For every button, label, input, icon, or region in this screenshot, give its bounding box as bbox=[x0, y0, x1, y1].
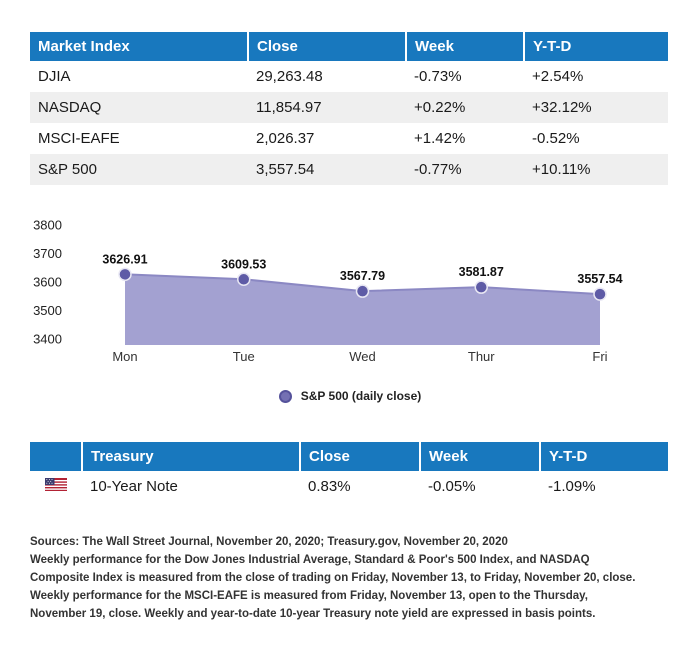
svg-text:3700: 3700 bbox=[33, 246, 62, 261]
legend-dot-icon bbox=[278, 389, 292, 403]
svg-text:Mon: Mon bbox=[112, 349, 137, 364]
us-flag-icon bbox=[45, 478, 67, 491]
ytd-cell: +2.54% bbox=[524, 61, 668, 92]
footnote-line: November 19, close. Weekly and year-to-d… bbox=[30, 608, 596, 620]
table-row: 10-Year Note 0.83% -0.05% -1.09% bbox=[30, 471, 668, 502]
svg-text:3500: 3500 bbox=[33, 303, 62, 318]
week-cell: -0.77% bbox=[406, 154, 524, 185]
column-header-close: Close bbox=[247, 32, 406, 61]
ytd-cell: -1.09% bbox=[540, 471, 668, 502]
chart-legend: S&P 500 (daily close) bbox=[0, 389, 700, 403]
footnote-line: Sources: The Wall Street Journal, Novemb… bbox=[30, 536, 508, 548]
index-name-cell: MSCI-EAFE bbox=[30, 123, 248, 154]
column-header-week: Week bbox=[405, 32, 524, 61]
close-cell: 2,026.37 bbox=[248, 123, 406, 154]
svg-text:3609.53: 3609.53 bbox=[221, 257, 266, 271]
index-name-cell: DJIA bbox=[30, 61, 248, 92]
table-row: DJIA 29,263.48 -0.73% +2.54% bbox=[30, 61, 668, 92]
week-cell: +0.22% bbox=[406, 92, 524, 123]
ytd-cell: +32.12% bbox=[524, 92, 668, 123]
index-name-cell: NASDAQ bbox=[30, 92, 248, 123]
legend-label: S&P 500 (daily close) bbox=[300, 389, 422, 403]
treasury-table: Treasury Close Week Y-T-D bbox=[30, 442, 668, 502]
close-cell: 29,263.48 bbox=[248, 61, 406, 92]
ytd-cell: -0.52% bbox=[524, 123, 668, 154]
svg-text:3581.87: 3581.87 bbox=[459, 265, 504, 279]
svg-text:3600: 3600 bbox=[33, 275, 62, 290]
column-header-treasury: Treasury bbox=[81, 442, 300, 471]
close-cell: 3,557.54 bbox=[248, 154, 406, 185]
market-index-table: Market Index Close Week Y-T-D DJIA 29,26… bbox=[30, 32, 668, 185]
table-row: S&P 500 3,557.54 -0.77% +10.11% bbox=[30, 154, 668, 185]
index-name-cell: S&P 500 bbox=[30, 154, 248, 185]
svg-text:Fri: Fri bbox=[592, 349, 607, 364]
column-header-ytd: Y-T-D bbox=[523, 32, 668, 61]
svg-text:3626.91: 3626.91 bbox=[102, 252, 147, 266]
treasury-header-row: Treasury Close Week Y-T-D bbox=[30, 442, 668, 471]
column-header-blank bbox=[30, 442, 82, 471]
column-header-market-index: Market Index bbox=[30, 32, 248, 61]
market-table-header-row: Market Index Close Week Y-T-D bbox=[30, 32, 668, 61]
close-cell: 0.83% bbox=[300, 471, 420, 502]
week-cell: -0.05% bbox=[420, 471, 540, 502]
footnote-line: Weekly performance for the MSCI-EAFE is … bbox=[30, 590, 588, 602]
column-header-close: Close bbox=[299, 442, 420, 471]
table-row: NASDAQ 11,854.97 +0.22% +32.12% bbox=[30, 92, 668, 123]
column-header-ytd: Y-T-D bbox=[539, 442, 668, 471]
footnote-line: Weekly performance for the Dow Jones Ind… bbox=[30, 554, 590, 566]
treasury-name-cell: 10-Year Note bbox=[82, 471, 300, 502]
svg-text:Tue: Tue bbox=[233, 349, 255, 364]
ytd-cell: +10.11% bbox=[524, 154, 668, 185]
week-cell: -0.73% bbox=[406, 61, 524, 92]
svg-text:3567.79: 3567.79 bbox=[340, 269, 385, 283]
flag-cell bbox=[30, 471, 82, 502]
footnote-line: Composite Index is measured from the clo… bbox=[30, 572, 636, 584]
svg-text:Wed: Wed bbox=[349, 349, 376, 364]
sp500-chart-svg: 3400 3500 3600 3700 3800 3626.91 3609.53 3567.7… bbox=[33, 218, 623, 365]
table-row: MSCI-EAFE 2,026.37 +1.42% -0.52% bbox=[30, 123, 668, 154]
svg-text:3800: 3800 bbox=[33, 218, 62, 233]
week-cell: +1.42% bbox=[406, 123, 524, 154]
sources-footnote: Sources: The Wall Street Journal, Novemb… bbox=[30, 533, 690, 623]
column-header-week: Week bbox=[419, 442, 540, 471]
svg-text:Thur: Thur bbox=[468, 349, 495, 364]
svg-text:3400: 3400 bbox=[33, 332, 62, 347]
svg-text:3557.54: 3557.54 bbox=[577, 272, 622, 286]
close-cell: 11,854.97 bbox=[248, 92, 406, 123]
sp500-chart: 3400 3500 3600 3700 3800 3626.91 3609.53 3567.7… bbox=[0, 213, 700, 373]
